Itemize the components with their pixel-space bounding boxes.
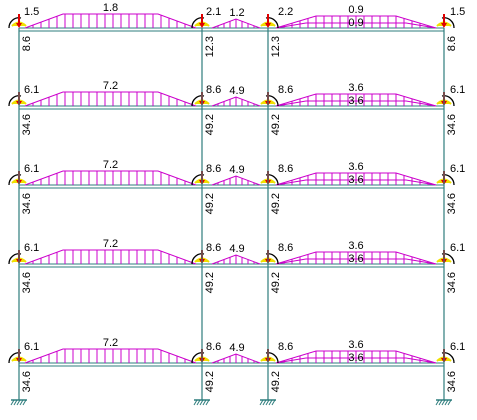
mid-right-moment-label: 8.6 xyxy=(278,163,293,175)
fixed-support-icon xyxy=(435,399,452,406)
right-end-moment-label: 6.1 xyxy=(450,242,465,254)
bay3-load-top-label: 3.6 xyxy=(348,82,363,94)
mid-left-moment-label: 8.6 xyxy=(206,341,221,353)
bay3-load-bottom-label: 3.6 xyxy=(348,253,363,265)
bay3-load-top-label: 3.6 xyxy=(348,240,363,252)
floor-3: 7.2 4.9 3.63.6 6.1 8.6 8.6 6.1 34.6 49.2 49.2 34.6 xyxy=(8,159,465,214)
col-right-label: 34.6 xyxy=(446,193,458,214)
col-left-label: 34.6 xyxy=(21,371,33,392)
col-mid-right-label: 49.2 xyxy=(270,114,282,135)
left-end-moment-arrowhead-icon xyxy=(16,23,22,28)
col-left-label: 8.6 xyxy=(21,36,33,51)
bay2-load-label: 4.9 xyxy=(229,342,244,354)
col-left-label: 34.6 xyxy=(21,272,33,293)
mid-left-moment-label: 8.6 xyxy=(206,163,221,175)
col-mid-right-label: 49.2 xyxy=(270,193,282,214)
mid-right-moment-label: 8.6 xyxy=(278,341,293,353)
bay1-load-label: 7.2 xyxy=(103,337,118,349)
bay2-load-label: 4.9 xyxy=(229,85,244,97)
bay1-load-label: 7.2 xyxy=(103,80,118,92)
right-end-moment-label: 6.1 xyxy=(450,84,465,96)
left-end-moment-label: 6.1 xyxy=(24,163,39,175)
right-end-moment-label: 1.5 xyxy=(450,6,465,18)
bay3-load-top-label: 3.6 xyxy=(348,161,363,173)
mid-right-moment-arrowhead-icon xyxy=(265,23,271,28)
bay2-load-label: 1.2 xyxy=(229,7,244,19)
bay1-load-label: 1.8 xyxy=(103,2,118,14)
left-end-moment-label: 1.5 xyxy=(24,6,39,18)
mid-left-moment-label: 2.1 xyxy=(206,6,221,18)
bay2-load-label: 4.9 xyxy=(229,243,244,255)
bay1-load-label: 7.2 xyxy=(103,238,118,250)
col-mid-right-label: 12.3 xyxy=(270,36,282,57)
bay1-load-label: 7.2 xyxy=(103,159,118,171)
right-end-moment-label: 6.1 xyxy=(450,341,465,353)
left-end-moment-label: 6.1 xyxy=(24,341,39,353)
fixed-support-icon xyxy=(193,399,210,406)
right-end-moment-label: 6.1 xyxy=(450,163,465,175)
fixed-support-icon xyxy=(259,399,276,406)
col-mid-left-label: 49.2 xyxy=(204,272,216,293)
left-end-moment-label: 6.1 xyxy=(24,242,39,254)
mid-right-moment-label: 8.6 xyxy=(278,242,293,254)
col-right-label: 34.6 xyxy=(446,272,458,293)
col-right-label: 34.6 xyxy=(446,114,458,135)
mid-left-moment-label: 8.6 xyxy=(206,242,221,254)
floor-4: 7.2 4.9 3.63.6 6.1 8.6 8.6 6.1 34.6 49.2 49.2 34.6 xyxy=(8,238,465,293)
mid-right-moment-label: 2.2 xyxy=(278,6,293,18)
col-left-label: 34.6 xyxy=(21,193,33,214)
bay3-load-top-label: 0.9 xyxy=(348,4,363,16)
floor-5: 7.2 4.9 3.63.6 6.1 8.6 8.6 6.1 34.6 49.2 49.2 34.6 xyxy=(8,337,465,392)
fixed-support-icon xyxy=(10,399,27,406)
col-left-label: 34.6 xyxy=(21,114,33,135)
mid-right-moment-label: 8.6 xyxy=(278,84,293,96)
bay3-load-bottom-label: 3.6 xyxy=(348,352,363,364)
col-mid-left-label: 49.2 xyxy=(204,193,216,214)
mid-left-moment-arrowhead-icon xyxy=(199,23,205,28)
col-mid-right-label: 49.2 xyxy=(270,371,282,392)
bay3-load-bottom-label: 0.9 xyxy=(348,17,363,29)
col-mid-left-label: 12.3 xyxy=(204,36,216,57)
col-mid-right-label: 49.2 xyxy=(270,272,282,293)
bay3-load-bottom-label: 3.6 xyxy=(348,95,363,107)
left-end-moment-label: 6.1 xyxy=(24,84,39,96)
bay3-load-bottom-label: 3.6 xyxy=(348,174,363,186)
bay3-load-top-label: 3.6 xyxy=(348,339,363,351)
mid-left-moment-label: 8.6 xyxy=(206,84,221,96)
col-right-label: 34.6 xyxy=(446,371,458,392)
col-mid-left-label: 49.2 xyxy=(204,114,216,135)
col-mid-left-label: 49.2 xyxy=(204,371,216,392)
right-end-moment-arrowhead-icon xyxy=(441,23,447,28)
bay2-load-label: 4.9 xyxy=(229,164,244,176)
col-right-label: 8.6 xyxy=(446,36,458,51)
floor-1: 1.8 1.2 0.90.9 1.5 2.1 2.2 1.5 8.6 12.3 12.3 8.6 xyxy=(8,2,465,57)
